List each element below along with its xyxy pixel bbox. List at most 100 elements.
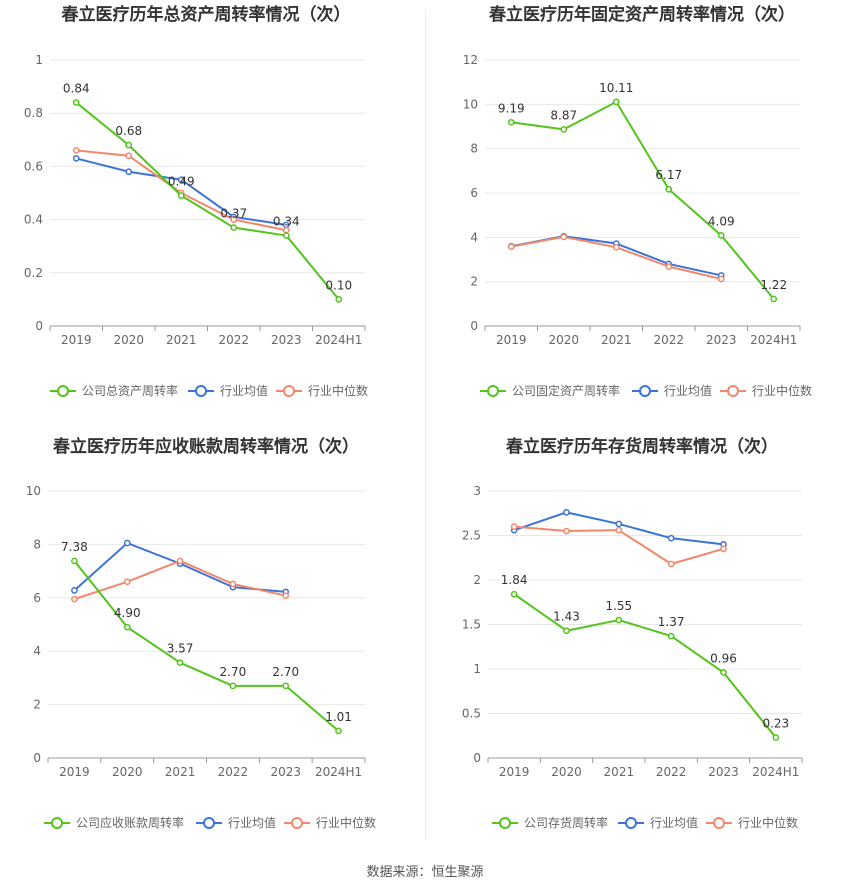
legend-label: 行业中位数 <box>308 383 368 398</box>
industry-average-point <box>125 168 133 176</box>
data-label: 2.70 <box>272 665 299 679</box>
chart-fixed-asset-turnover: 春立医疗历年固定资产周转率情况（次） 0 2 4 6 8 10 12 2019 2020 2021 2… <box>425 0 850 432</box>
data-label: 1.37 <box>658 615 685 629</box>
industry-median-point <box>510 523 518 530</box>
chart-title: 春立医疗历年总资产周转率情况（次） <box>62 4 351 25</box>
data-label: 7.38 <box>61 540 88 554</box>
x-tick-label: 2021 <box>604 765 635 779</box>
legend-item-company[interactable]: 公司总资产周转率 <box>50 383 178 398</box>
industry-median-point <box>612 243 620 251</box>
industry-average-point <box>177 176 185 184</box>
x-tick-label: 2023 <box>706 333 737 347</box>
data-label: 1.55 <box>605 599 632 613</box>
company-point <box>71 557 78 565</box>
chart-svg: 春立医疗历年存货周转率情况（次） 0 0.5 1 1.5 2 2.5 3 2019 2020 202… <box>462 436 803 830</box>
industry-median-point <box>72 147 80 154</box>
legend-item-industry-average[interactable]: 行业均值 <box>618 815 698 830</box>
legend-item-industry-average[interactable]: 行业均值 <box>196 815 276 830</box>
data-label: 6.17 <box>655 168 682 182</box>
y-tick-label: 2.5 <box>462 529 481 543</box>
data-label: 8.87 <box>550 108 577 122</box>
legend-label: 行业均值 <box>228 815 276 830</box>
legend-label: 行业均值 <box>650 815 698 830</box>
chart-svg: 春立医疗历年固定资产周转率情况（次） 0 2 4 6 8 10 12 2019 2020 2021 2… <box>463 4 812 398</box>
x-tick-label: 2021 <box>165 765 196 779</box>
x-tick-label: 2020 <box>113 333 144 347</box>
company-point <box>563 627 570 635</box>
x-tick-label: 2024H1 <box>752 765 799 779</box>
company-point <box>770 295 778 303</box>
legend-item-industry-median[interactable]: 行业中位数 <box>706 815 798 830</box>
x-tick-label: 2024H1 <box>750 333 797 347</box>
y-tick-label: 10 <box>26 484 41 498</box>
y-tick-label: 0 <box>470 319 478 333</box>
data-label: 10.11 <box>599 81 633 95</box>
data-label: 1.84 <box>501 573 528 587</box>
data-label: 9.19 <box>498 101 525 115</box>
legend-item-industry-median[interactable]: 行业中位数 <box>284 815 376 830</box>
y-tick-label: 0.8 <box>24 106 43 120</box>
company-point <box>560 126 568 133</box>
legend-item-company[interactable]: 公司存货周转率 <box>492 815 608 830</box>
legend-item-industry-median[interactable]: 行业中位数 <box>276 383 368 398</box>
y-tick-label: 0 <box>35 319 43 333</box>
y-tick-label: 0 <box>33 751 41 765</box>
industry-average-point <box>123 539 131 547</box>
company-point <box>176 659 184 667</box>
legend-label: 公司固定资产周转率 <box>512 383 620 398</box>
y-tick-label: 6 <box>470 186 478 200</box>
industry-average-point <box>72 155 80 162</box>
y-tick-label: 2 <box>470 275 478 289</box>
data-label: 0.49 <box>168 175 195 189</box>
data-label: 1.43 <box>553 610 580 624</box>
company-point <box>507 118 515 126</box>
y-tick-label: 0.4 <box>24 213 43 227</box>
chart-title: 春立医疗历年应收账款周转率情况（次） <box>53 436 359 457</box>
data-label: 1.01 <box>325 710 352 724</box>
legend-item-company[interactable]: 公司固定资产周转率 <box>480 383 620 398</box>
legend-label: 行业中位数 <box>752 383 812 398</box>
company-line <box>511 100 775 300</box>
data-label: 0.68 <box>115 124 142 138</box>
x-tick-label: 2024H1 <box>315 333 362 347</box>
y-tick-label: 12 <box>463 53 478 67</box>
legend-item-industry-average[interactable]: 行业均值 <box>188 383 268 398</box>
company-point <box>335 296 343 303</box>
legend-item-company[interactable]: 公司应收账款周转率 <box>44 815 184 830</box>
legend-label: 行业均值 <box>664 383 712 398</box>
industry-median-point <box>229 580 237 588</box>
data-label: 4.90 <box>114 606 141 620</box>
chart-inventory-turnover: 春立医疗历年存货周转率情况（次） 0 0.5 1 1.5 2 2.5 3 2019 2020 202… <box>425 432 850 864</box>
data-label: 0.37 <box>220 207 247 221</box>
x-tick-label: 2024H1 <box>315 765 362 779</box>
industry-median-point <box>717 275 725 283</box>
company-point <box>615 616 623 624</box>
industry-median-point <box>507 243 515 250</box>
y-tick-label: 6 <box>33 591 41 605</box>
x-tick-label: 2020 <box>112 765 143 779</box>
industry-average-point <box>71 586 78 594</box>
company-point <box>772 734 780 741</box>
industry-median-point <box>563 527 570 535</box>
y-tick-label: 0 <box>473 751 481 765</box>
company-point <box>510 590 518 598</box>
company-point <box>72 99 80 106</box>
company-point <box>229 682 237 690</box>
x-tick-label: 2023 <box>708 765 739 779</box>
company-line <box>75 101 340 301</box>
y-tick-label: 1 <box>35 53 43 67</box>
x-tick-label: 2020 <box>551 765 582 779</box>
x-tick-label: 2019 <box>496 333 527 347</box>
x-tick-label: 2019 <box>499 765 530 779</box>
company-point <box>282 682 290 690</box>
industry-median-point <box>615 526 623 534</box>
legend-label: 公司应收账款周转率 <box>76 815 184 830</box>
legend-item-industry-average[interactable]: 行业均值 <box>632 383 712 398</box>
legend-item-industry-median[interactable]: 行业中位数 <box>720 383 812 398</box>
data-label: 0.84 <box>63 82 90 96</box>
company-point <box>282 232 290 239</box>
x-tick-label: 2022 <box>218 333 249 347</box>
company-line <box>73 560 340 732</box>
industry-median-point <box>125 152 133 160</box>
company-point <box>123 623 131 631</box>
